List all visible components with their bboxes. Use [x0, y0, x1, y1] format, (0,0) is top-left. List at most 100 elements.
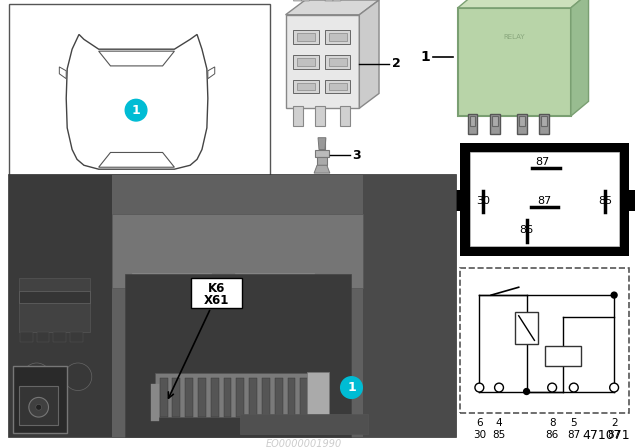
- Bar: [294, 55, 319, 69]
- Bar: [132, 273, 211, 298]
- Bar: [294, 80, 319, 94]
- Bar: [19, 291, 90, 303]
- Bar: [325, 30, 351, 44]
- Polygon shape: [208, 67, 215, 79]
- Circle shape: [125, 99, 147, 121]
- Bar: [446, 190, 461, 211]
- Bar: [541, 116, 547, 126]
- Bar: [492, 116, 498, 126]
- Bar: [113, 175, 364, 437]
- Bar: [191, 278, 243, 308]
- Bar: [627, 190, 640, 211]
- Bar: [294, 106, 303, 126]
- Bar: [458, 8, 571, 116]
- Bar: [287, 378, 296, 417]
- Bar: [223, 378, 232, 417]
- Bar: [20, 332, 33, 342]
- Bar: [172, 378, 180, 417]
- Bar: [329, 34, 346, 41]
- Bar: [155, 347, 163, 372]
- Bar: [329, 58, 346, 66]
- Bar: [460, 267, 629, 413]
- Polygon shape: [359, 0, 379, 108]
- Bar: [518, 116, 525, 126]
- Bar: [236, 378, 244, 417]
- Bar: [317, 157, 327, 165]
- Bar: [179, 347, 186, 372]
- Circle shape: [610, 383, 618, 392]
- Bar: [185, 378, 193, 417]
- Bar: [211, 378, 219, 417]
- Bar: [325, 80, 351, 94]
- Bar: [298, 34, 315, 41]
- Bar: [329, 82, 346, 90]
- Polygon shape: [66, 34, 208, 169]
- Text: RELAY: RELAY: [503, 34, 525, 40]
- Bar: [319, 138, 325, 150]
- Text: 1: 1: [132, 103, 140, 116]
- Circle shape: [475, 383, 484, 392]
- Text: 87: 87: [607, 430, 621, 440]
- Bar: [515, 312, 538, 345]
- Circle shape: [64, 363, 92, 391]
- Bar: [262, 378, 270, 417]
- Bar: [249, 378, 257, 417]
- Bar: [545, 346, 580, 366]
- Text: 1: 1: [347, 381, 356, 394]
- Text: 85: 85: [598, 196, 612, 206]
- Bar: [307, 372, 329, 415]
- Text: K6: K6: [208, 282, 225, 295]
- Bar: [300, 378, 308, 417]
- Polygon shape: [99, 152, 175, 167]
- Text: 5: 5: [570, 418, 577, 428]
- Bar: [214, 347, 221, 372]
- Circle shape: [340, 377, 362, 398]
- Text: 87: 87: [567, 430, 580, 440]
- Text: 30: 30: [473, 430, 486, 440]
- Bar: [470, 152, 619, 246]
- Bar: [275, 378, 283, 417]
- Bar: [19, 386, 58, 425]
- Text: 86: 86: [520, 225, 534, 235]
- Text: 2: 2: [611, 418, 618, 428]
- Polygon shape: [314, 165, 330, 173]
- Text: 87: 87: [535, 157, 549, 167]
- Bar: [9, 175, 113, 437]
- Bar: [340, 106, 349, 126]
- Polygon shape: [458, 0, 589, 8]
- Bar: [460, 142, 629, 256]
- Bar: [166, 347, 175, 372]
- Bar: [516, 114, 527, 134]
- Polygon shape: [318, 138, 326, 150]
- Text: 471071: 471071: [582, 429, 630, 442]
- Bar: [159, 378, 168, 417]
- Text: 1: 1: [420, 50, 430, 64]
- Text: 3: 3: [353, 149, 361, 162]
- Bar: [325, 55, 351, 69]
- Bar: [490, 114, 500, 134]
- Circle shape: [23, 363, 51, 391]
- Text: 87: 87: [537, 196, 552, 206]
- Polygon shape: [285, 0, 379, 15]
- Bar: [9, 4, 270, 175]
- Bar: [285, 15, 359, 108]
- Circle shape: [29, 397, 49, 417]
- Bar: [241, 414, 368, 434]
- Text: EO0000001990: EO0000001990: [266, 439, 342, 448]
- Polygon shape: [333, 0, 344, 1]
- Bar: [198, 378, 206, 417]
- Bar: [155, 373, 327, 417]
- Circle shape: [570, 383, 578, 392]
- Polygon shape: [60, 67, 66, 79]
- Text: 86: 86: [545, 430, 559, 440]
- Bar: [364, 175, 456, 437]
- Bar: [53, 332, 66, 342]
- Circle shape: [611, 292, 617, 298]
- Bar: [540, 114, 549, 134]
- Bar: [9, 415, 456, 437]
- Polygon shape: [99, 51, 175, 66]
- Text: 2: 2: [392, 57, 401, 70]
- Bar: [125, 275, 351, 437]
- Bar: [19, 278, 90, 332]
- Circle shape: [548, 383, 557, 392]
